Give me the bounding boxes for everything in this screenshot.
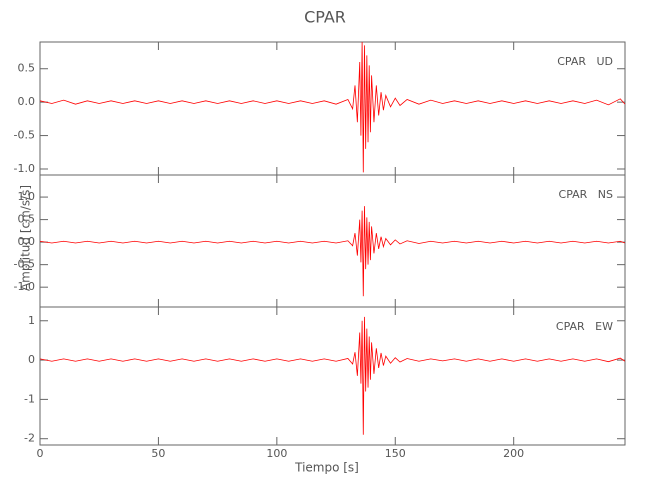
y-tick-label: 0.0 <box>18 235 36 248</box>
trace <box>39 316 626 435</box>
y-tick-label: -1.0 <box>14 162 35 175</box>
y-tick-label: -0.5 <box>14 258 35 271</box>
channel-label: CPAR EW <box>556 320 613 333</box>
panel-frame <box>39 174 626 308</box>
y-tick-label: -0.5 <box>14 129 35 142</box>
y-tick-label: -1.0 <box>14 280 35 293</box>
x-axis-label: Tiempo [s] <box>294 461 359 475</box>
trace <box>39 206 626 297</box>
x-tick-label: 150 <box>385 447 406 460</box>
channel-label: CPAR UD <box>557 55 613 68</box>
y-tick-label: 1.0 <box>18 190 36 203</box>
y-axis-label: Amplitud [cm/s/s] <box>19 185 33 291</box>
y-tick-label: 0.0 <box>18 95 36 108</box>
y-tick-label: 0.5 <box>18 213 36 226</box>
x-tick-label: 100 <box>266 447 287 460</box>
trace <box>39 41 626 173</box>
y-tick-label: -2 <box>24 432 35 445</box>
x-tick-label: 0 <box>37 447 44 460</box>
x-tick-label: 50 <box>151 447 165 460</box>
y-tick-label: -1 <box>24 392 35 405</box>
channel-label: CPAR NS <box>559 188 613 201</box>
x-tick-label: 200 <box>503 447 524 460</box>
y-tick-label: 0.5 <box>18 62 36 75</box>
panel-frame <box>39 306 626 446</box>
panel-frame <box>39 41 626 176</box>
y-tick-label: 0 <box>28 353 35 366</box>
y-tick-label: 1 <box>28 314 35 327</box>
figure-title: CPAR <box>304 8 346 27</box>
